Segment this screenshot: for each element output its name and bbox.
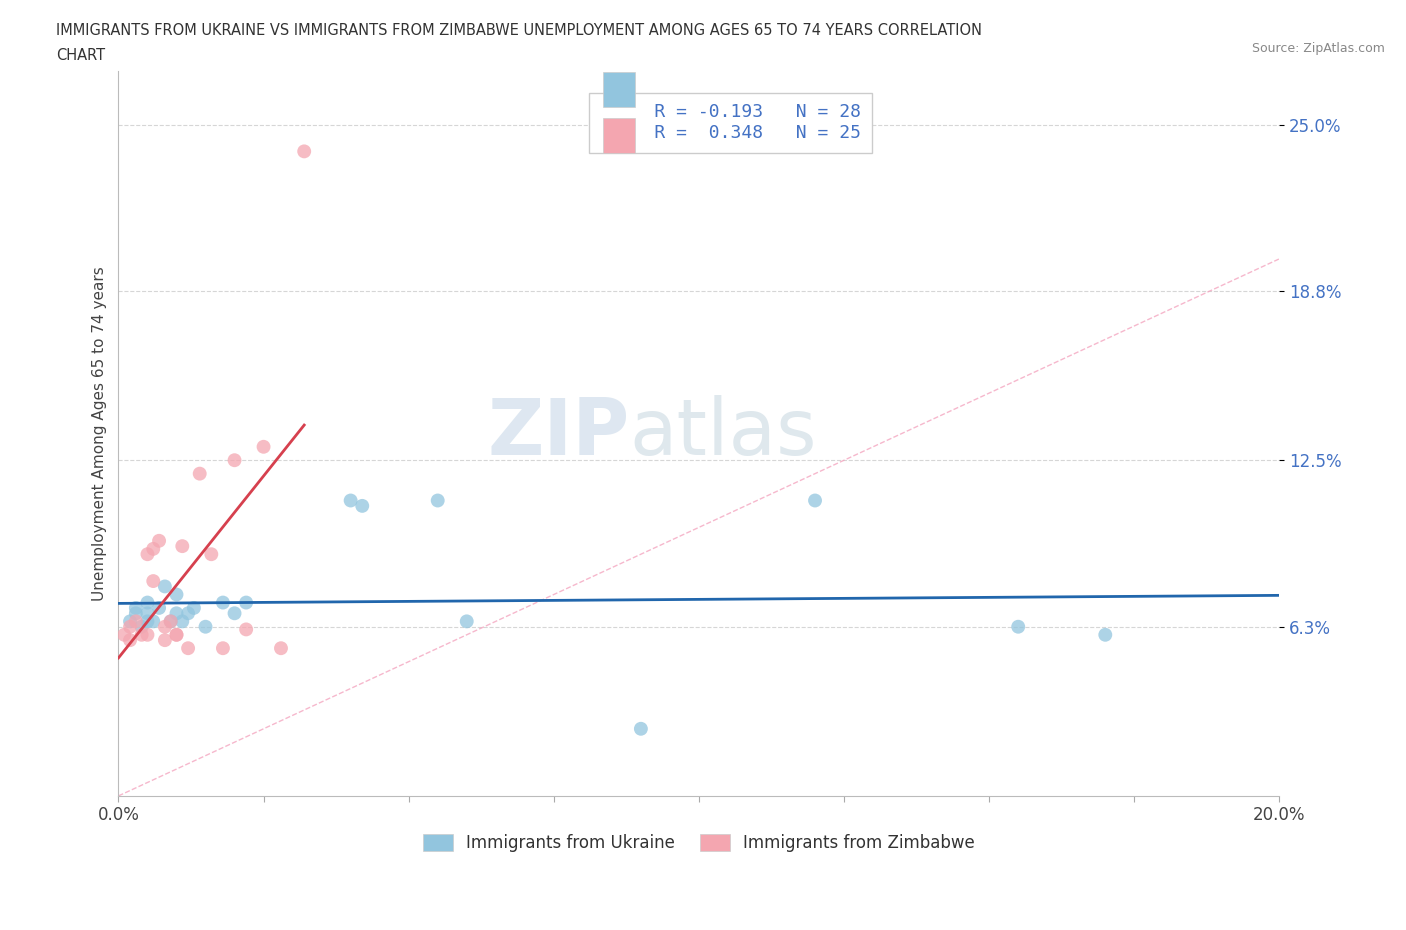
- Point: [159, 614, 181, 629]
- Point: [153, 619, 176, 634]
- Point: [159, 614, 181, 629]
- Point: [142, 541, 165, 556]
- Point: [148, 533, 170, 548]
- Point: [131, 619, 153, 634]
- Point: [188, 466, 211, 481]
- Point: [804, 493, 827, 508]
- Point: [153, 632, 176, 647]
- Point: [630, 722, 652, 737]
- Text: Source: ZipAtlas.com: Source: ZipAtlas.com: [1251, 42, 1385, 55]
- Point: [339, 493, 361, 508]
- Bar: [603, 73, 636, 107]
- Point: [200, 547, 222, 562]
- Point: [136, 628, 159, 643]
- Point: [166, 587, 188, 602]
- Point: [270, 641, 292, 656]
- Point: [118, 632, 141, 647]
- Point: [252, 439, 274, 454]
- Point: [194, 619, 217, 634]
- Point: [172, 538, 194, 553]
- Point: [118, 614, 141, 629]
- Point: [125, 614, 148, 629]
- Point: [153, 579, 176, 594]
- Point: [292, 144, 315, 159]
- Point: [352, 498, 374, 513]
- Point: [136, 614, 159, 629]
- Point: [235, 595, 257, 610]
- Point: [177, 605, 200, 620]
- Point: [112, 628, 135, 643]
- Point: [131, 628, 153, 643]
- Point: [166, 605, 188, 620]
- Point: [183, 601, 205, 616]
- Text: IMMIGRANTS FROM UKRAINE VS IMMIGRANTS FROM ZIMBABWE UNEMPLOYMENT AMONG AGES 65 T: IMMIGRANTS FROM UKRAINE VS IMMIGRANTS FR…: [56, 23, 983, 38]
- Point: [136, 595, 159, 610]
- Point: [1007, 619, 1029, 634]
- Legend: Immigrants from Ukraine, Immigrants from Zimbabwe: Immigrants from Ukraine, Immigrants from…: [415, 825, 983, 860]
- Point: [142, 614, 165, 629]
- Point: [148, 601, 170, 616]
- Y-axis label: Unemployment Among Ages 65 to 74 years: Unemployment Among Ages 65 to 74 years: [93, 266, 107, 601]
- Bar: [603, 118, 636, 153]
- Point: [125, 601, 148, 616]
- Point: [235, 622, 257, 637]
- Point: [142, 574, 165, 589]
- Point: [166, 628, 188, 643]
- Text: atlas: atlas: [630, 395, 817, 472]
- Point: [136, 605, 159, 620]
- Point: [426, 493, 449, 508]
- Point: [456, 614, 478, 629]
- Text: CHART: CHART: [56, 48, 105, 63]
- Point: [212, 595, 235, 610]
- Point: [212, 641, 235, 656]
- Text: ZIP: ZIP: [486, 395, 630, 472]
- Point: [177, 641, 200, 656]
- Point: [118, 619, 141, 634]
- Point: [224, 605, 246, 620]
- Point: [172, 614, 194, 629]
- Point: [136, 547, 159, 562]
- Point: [125, 605, 148, 620]
- Text: R = -0.193   N = 28
     R =  0.348   N = 25: R = -0.193 N = 28 R = 0.348 N = 25: [600, 103, 862, 142]
- Point: [1094, 628, 1116, 643]
- Point: [166, 628, 188, 643]
- Point: [224, 453, 246, 468]
